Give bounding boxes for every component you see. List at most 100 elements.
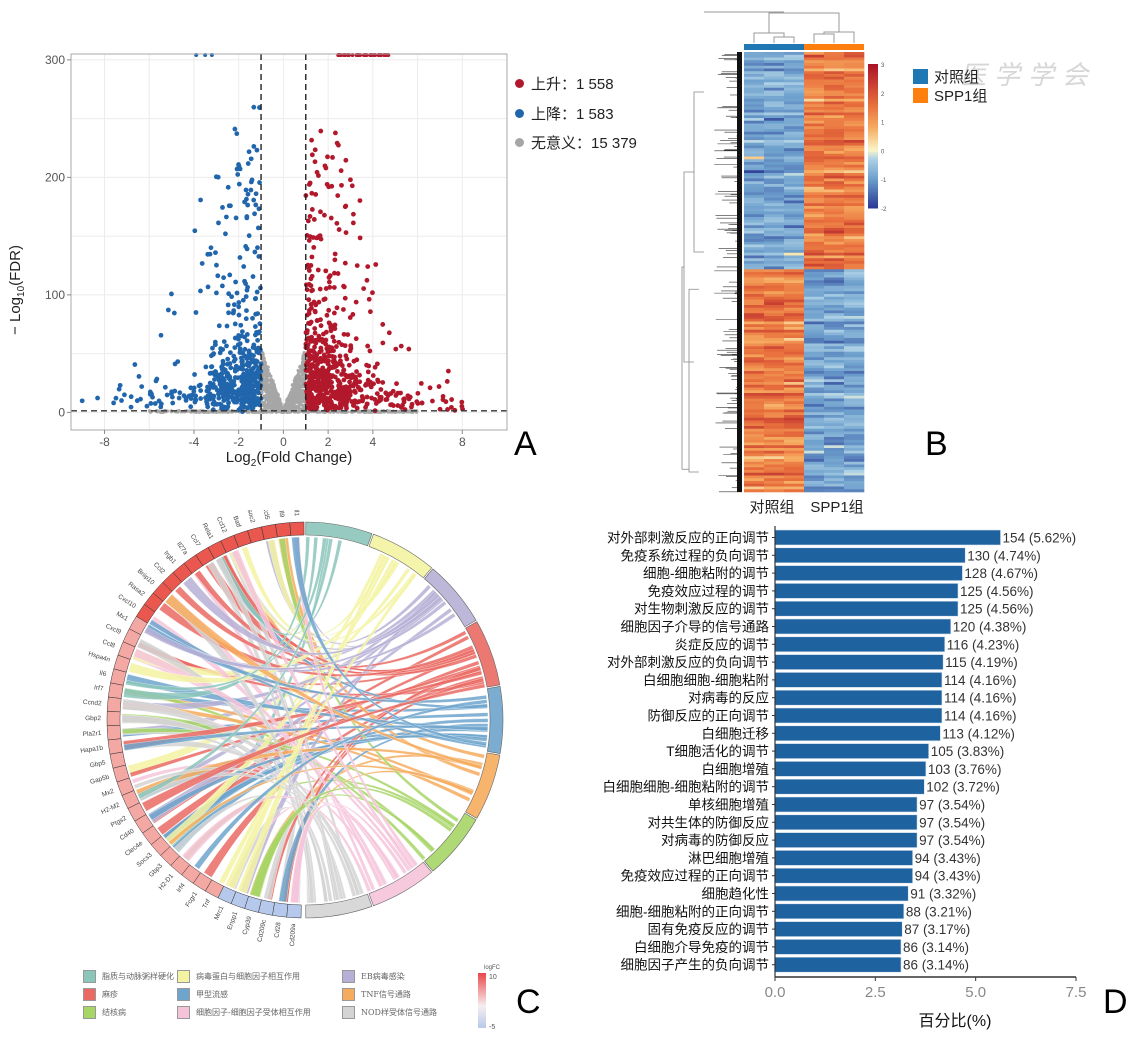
heatmap-cell	[824, 129, 845, 133]
heatmap-cell	[784, 475, 805, 479]
point-down	[239, 329, 245, 334]
heatmap-cell	[744, 439, 765, 443]
bar	[774, 636, 946, 653]
heatmap-cell	[784, 203, 805, 207]
colorbar-segment	[868, 96, 878, 99]
heatmap-cell	[744, 291, 765, 295]
point-ns	[318, 410, 322, 414]
point-down	[111, 400, 117, 406]
heatmap-cell	[824, 302, 845, 306]
heatmap-cell	[744, 272, 765, 276]
heatmap-cell	[824, 197, 845, 201]
bar	[774, 565, 963, 581]
point-up	[365, 264, 371, 269]
gene-arc	[181, 864, 201, 884]
heatmap-cell	[804, 406, 825, 410]
point-up	[339, 363, 345, 368]
heatmap-cell	[844, 434, 865, 438]
bar	[774, 725, 941, 742]
heatmap-cell	[824, 261, 845, 265]
chord-ribbon	[218, 572, 418, 885]
heatmap-cell	[744, 63, 765, 67]
point-down	[231, 302, 237, 308]
heatmap-cell	[844, 404, 865, 408]
heatmap-cell	[744, 354, 765, 358]
logfc-title: logFC	[484, 965, 501, 971]
point-up	[333, 344, 339, 349]
dendro-branch	[768, 12, 840, 33]
heatmap-cell	[764, 343, 785, 347]
heatmap-cell	[764, 126, 785, 130]
heatmap-cell	[804, 272, 825, 276]
heatmap-cell	[784, 134, 805, 138]
gene-arc	[122, 628, 142, 648]
heatmap-cell	[764, 456, 785, 460]
volcano-ylabel: − Log10(FDR)	[7, 245, 27, 335]
heatmap-cell	[844, 371, 865, 375]
gene-arc	[258, 899, 275, 916]
heatmap-cell	[784, 354, 805, 358]
point-up	[347, 379, 352, 385]
gene-label: Rela1	[200, 522, 214, 541]
legend-swatch-icon	[342, 970, 355, 983]
gene-label: Cd209c	[257, 918, 268, 942]
heatmap-cell	[804, 52, 825, 56]
heatmap-cell	[824, 442, 845, 446]
heatmap-cell	[844, 423, 865, 427]
heatmap-cell	[744, 167, 765, 171]
heatmap-cell	[844, 329, 865, 333]
heatmap-cell	[804, 258, 825, 262]
heatmap-cell	[744, 90, 765, 94]
heatmap-cell	[844, 470, 865, 474]
gene-label: Fcgr1	[184, 890, 199, 908]
point-down	[95, 395, 100, 401]
gene-label: Hspa4n	[87, 651, 111, 664]
bar-data-label: 114 (4.16%)	[944, 673, 1017, 688]
heatmap-cell	[844, 335, 865, 339]
gene-arc	[135, 604, 156, 624]
heatmap-cell	[804, 379, 825, 383]
point-up	[380, 340, 386, 346]
point-down	[220, 376, 226, 381]
point-ns	[287, 404, 292, 408]
colorbar-segment	[868, 84, 878, 87]
heatmap-cell	[804, 197, 825, 201]
point-up	[354, 405, 360, 411]
heatmap-cell	[804, 453, 825, 457]
point-down	[231, 308, 237, 314]
colorbar-segment	[868, 74, 878, 77]
heatmap-cell	[744, 299, 765, 303]
pathway-arc	[424, 568, 477, 628]
heatmap-cell	[784, 252, 805, 256]
point-down	[172, 388, 178, 394]
heatmap-cell	[784, 483, 805, 487]
heatmap-cell	[764, 79, 785, 83]
heatmap-cell	[784, 448, 805, 452]
heatmap-cell	[764, 294, 785, 298]
heatmap-cell	[744, 140, 765, 144]
bar-data-label: 103 (3.76%)	[928, 762, 1002, 777]
heatmap-cell	[804, 280, 825, 284]
heatmap-cell	[844, 57, 865, 61]
heatmap-cell	[784, 401, 805, 405]
point-ns	[273, 398, 277, 403]
dendro-branch	[693, 91, 704, 253]
heatmap-cell	[824, 118, 845, 122]
heatmap-cell	[784, 406, 805, 410]
heatmap-cell	[824, 54, 845, 58]
heatmap-cell	[824, 401, 845, 405]
heatmap-cell	[824, 178, 845, 182]
heatmap-cell	[764, 244, 785, 248]
heatmap-cell	[804, 332, 825, 336]
heatmap-cell	[844, 140, 865, 144]
heatmap-cell	[844, 343, 865, 347]
heatmap-cell	[784, 82, 805, 86]
point-down	[113, 395, 119, 401]
heatmap-cell	[764, 390, 785, 394]
colorbar-segment	[868, 132, 878, 135]
heatmap-cell	[784, 57, 805, 61]
heatmap-cell	[824, 398, 845, 402]
bar-category-label: 对外部刺激反应的正向调节	[607, 530, 769, 546]
heatmap-cell	[784, 52, 805, 56]
heatmap-cell	[844, 406, 865, 410]
